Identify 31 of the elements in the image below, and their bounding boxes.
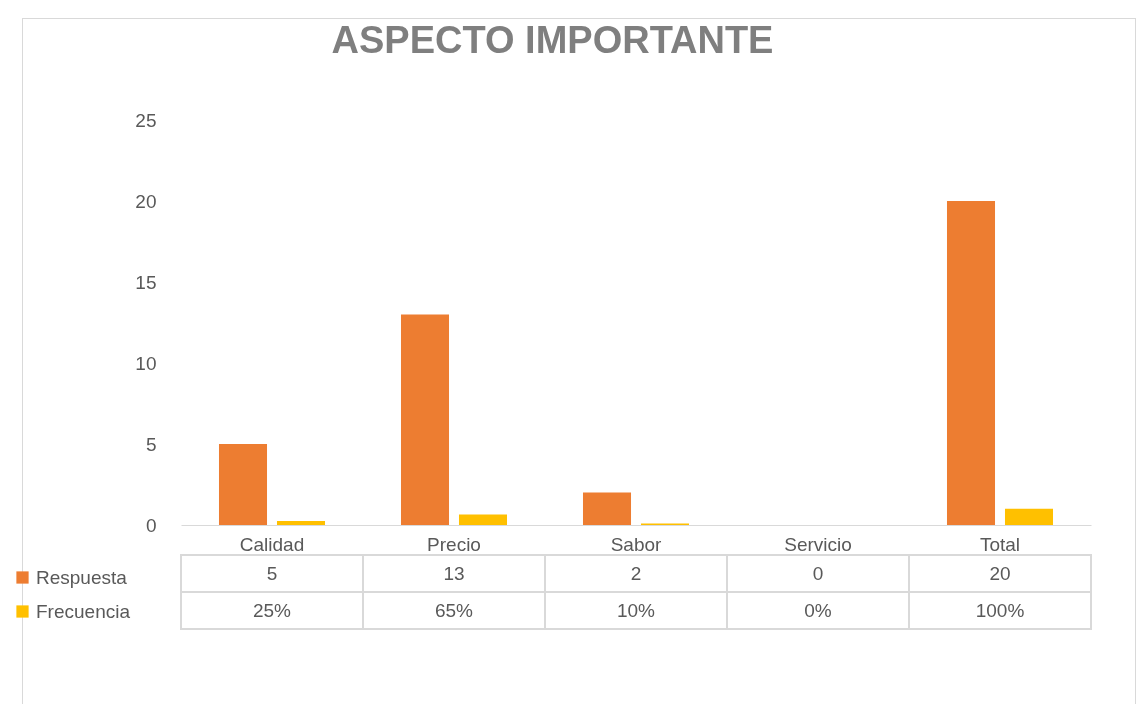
data-label: 13 xyxy=(443,562,465,584)
bar xyxy=(400,314,450,525)
x-tick-label: Sabor xyxy=(610,533,663,555)
data-label: 2 xyxy=(630,562,642,584)
y-tick-label: 20 xyxy=(135,190,157,212)
bar xyxy=(946,201,996,525)
bar xyxy=(582,492,632,525)
chart-title: ASPECTO IMPORTANTE xyxy=(331,19,774,61)
y-tick-label: 5 xyxy=(145,433,157,455)
y-tick-label: 15 xyxy=(135,271,157,293)
data-label: 65% xyxy=(434,599,474,621)
data-label: 10% xyxy=(616,599,656,621)
y-tick-label: 0 xyxy=(145,514,157,536)
x-tick-label: Total xyxy=(979,533,1021,555)
x-tick-label: Calidad xyxy=(239,533,305,555)
bar xyxy=(1004,508,1054,525)
data-label: 5 xyxy=(266,562,278,584)
data-label: 100% xyxy=(975,599,1025,621)
data-label: 20 xyxy=(989,562,1011,584)
data-label: 25% xyxy=(252,599,292,621)
bar xyxy=(276,520,326,525)
legend-label: Frecuencia xyxy=(36,600,131,622)
bar xyxy=(458,514,508,525)
bar xyxy=(218,444,268,525)
legend-label: Respuesta xyxy=(36,566,128,588)
y-tick-label: 10 xyxy=(135,352,157,374)
y-tick-label: 25 xyxy=(135,109,157,131)
data-label: 0% xyxy=(804,599,832,621)
data-label: 0 xyxy=(812,562,824,584)
x-tick-label: Precio xyxy=(427,533,481,555)
x-tick-label: Servicio xyxy=(784,533,852,555)
